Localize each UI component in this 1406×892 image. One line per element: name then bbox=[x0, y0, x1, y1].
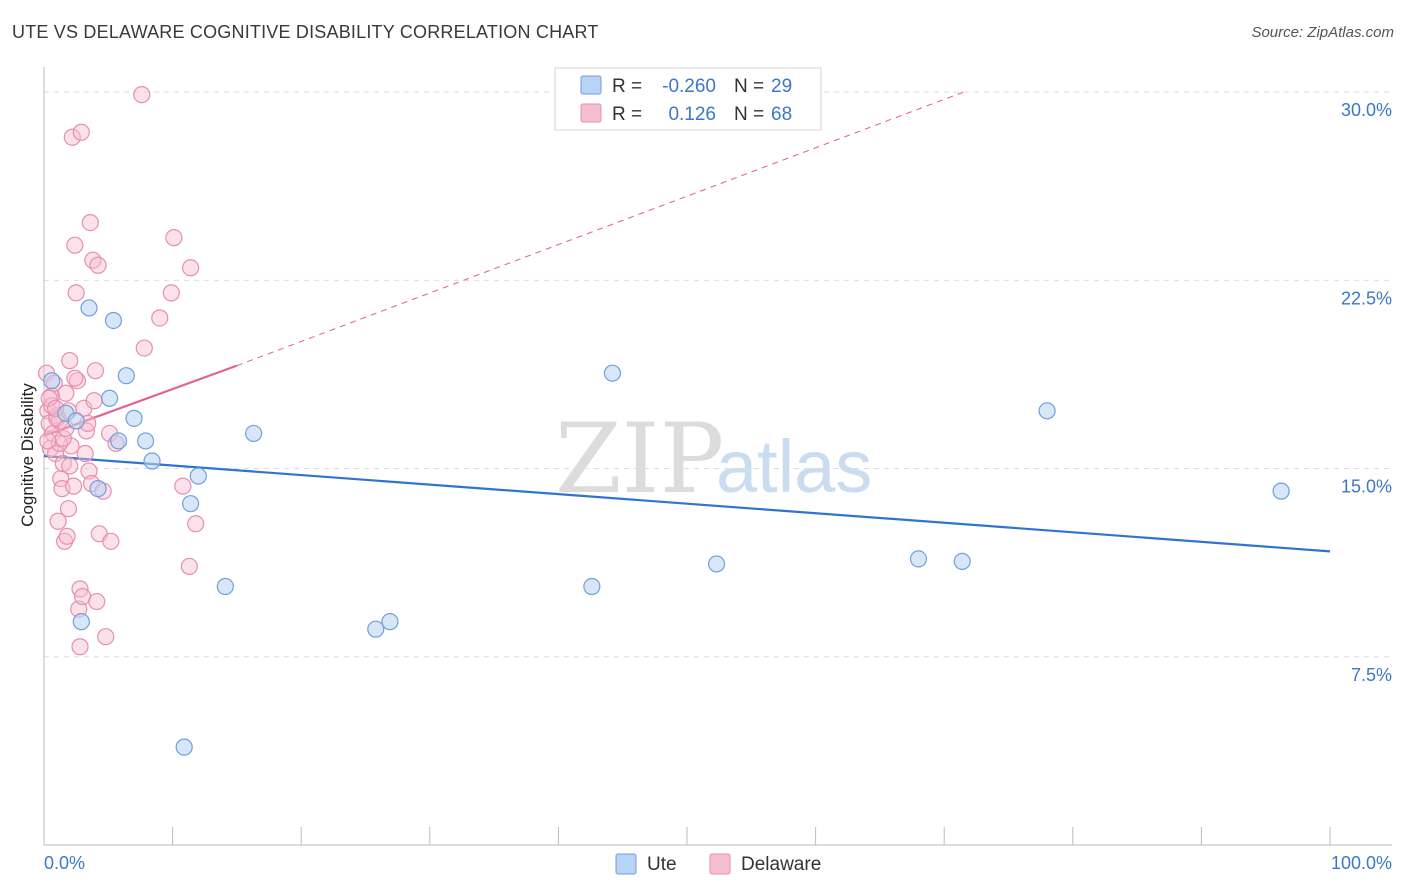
legend-ute-label: Ute bbox=[647, 854, 677, 875]
ute-point bbox=[67, 412, 85, 430]
delaware-n-value: 68 bbox=[771, 104, 792, 125]
ute-point bbox=[182, 495, 200, 513]
ute-r-label: R = bbox=[612, 76, 642, 97]
delaware-r-value: 0.126 bbox=[668, 104, 716, 125]
ute-point bbox=[909, 550, 928, 568]
delaware-trend-extension bbox=[236, 91, 964, 367]
x-tick-labels: 0.0% 100.0% bbox=[44, 853, 1392, 873]
ute-point bbox=[245, 424, 263, 443]
ute-n-label: N = bbox=[734, 76, 764, 97]
ute-point bbox=[143, 452, 161, 470]
ute-point bbox=[175, 738, 193, 756]
delaware-point bbox=[66, 236, 84, 254]
ute-point bbox=[583, 577, 601, 596]
ute-point bbox=[216, 577, 234, 596]
delaware-swatch bbox=[580, 103, 602, 123]
delaware-point bbox=[55, 532, 74, 550]
ute-points bbox=[43, 299, 1290, 756]
delaware-point bbox=[59, 500, 78, 518]
delaware-point bbox=[165, 229, 183, 247]
ute-point bbox=[136, 432, 155, 450]
ute-point bbox=[603, 364, 622, 382]
x-tick-label-max: 100.0% bbox=[1331, 853, 1392, 873]
delaware-points bbox=[37, 86, 205, 656]
legend-delaware-label: Delaware bbox=[741, 854, 821, 875]
source-label: Source: ZipAtlas.com bbox=[1251, 24, 1394, 41]
delaware-point bbox=[135, 339, 153, 357]
delaware-point bbox=[67, 284, 85, 302]
x-tick-label-min: 0.0% bbox=[44, 853, 85, 873]
delaware-point bbox=[64, 477, 83, 495]
delaware-point bbox=[72, 123, 90, 141]
ute-point bbox=[1038, 402, 1056, 420]
y-tick-label: 15.0% bbox=[1341, 477, 1392, 497]
delaware-point bbox=[180, 557, 198, 576]
ute-point bbox=[367, 620, 385, 638]
delaware-point bbox=[151, 309, 169, 327]
delaware-point bbox=[187, 515, 205, 533]
ute-point bbox=[125, 409, 143, 427]
y-tick-label: 30.0% bbox=[1341, 100, 1392, 120]
delaware-point bbox=[61, 352, 79, 370]
ute-point bbox=[381, 613, 399, 631]
y-tick-labels: 7.5% 15.0% 22.5% 30.0% bbox=[1341, 100, 1392, 685]
delaware-point bbox=[81, 214, 99, 232]
watermark-zip: ZIP bbox=[555, 403, 724, 515]
ute-point bbox=[953, 552, 971, 571]
ute-point bbox=[189, 467, 207, 485]
delaware-point bbox=[49, 512, 67, 530]
ute-n-value: 29 bbox=[771, 76, 792, 97]
y-axis-title: Cognitive Disability bbox=[18, 383, 37, 527]
ute-point bbox=[117, 367, 135, 385]
ute-point bbox=[72, 613, 90, 631]
delaware-point bbox=[86, 362, 105, 380]
delaware-point bbox=[85, 392, 103, 410]
stats-legend: R = -0.260 N = 29 R = 0.126 N = 68 bbox=[554, 67, 822, 131]
legend-ute-swatch bbox=[615, 853, 637, 875]
ute-point bbox=[43, 372, 61, 390]
ute-point bbox=[109, 432, 128, 450]
delaware-point bbox=[71, 638, 89, 656]
legend-delaware-swatch bbox=[709, 853, 731, 875]
delaware-point bbox=[89, 256, 107, 274]
ute-point bbox=[104, 311, 123, 330]
ute-point bbox=[89, 480, 107, 498]
ute-point bbox=[707, 555, 726, 573]
delaware-n-label: N = bbox=[734, 104, 764, 125]
ute-r-value: -0.260 bbox=[662, 76, 716, 97]
delaware-point bbox=[84, 251, 102, 269]
delaware-point bbox=[61, 457, 79, 475]
y-tick-label: 7.5% bbox=[1351, 665, 1392, 685]
delaware-point bbox=[182, 259, 200, 277]
chart-title: UTE VS DELAWARE COGNITIVE DISABILITY COR… bbox=[12, 22, 599, 42]
delaware-point bbox=[174, 477, 192, 495]
delaware-point bbox=[76, 444, 94, 463]
delaware-point bbox=[39, 432, 57, 450]
delaware-point bbox=[133, 86, 151, 104]
delaware-r-label: R = bbox=[612, 104, 642, 125]
delaware-point bbox=[80, 462, 98, 480]
delaware-point bbox=[57, 384, 75, 402]
ute-point bbox=[80, 299, 98, 317]
delaware-point bbox=[58, 527, 76, 545]
y-tick-label: 22.5% bbox=[1341, 288, 1392, 308]
ute-point bbox=[1272, 482, 1290, 500]
delaware-point bbox=[68, 372, 87, 390]
delaware-point bbox=[88, 592, 106, 611]
delaware-point bbox=[97, 628, 115, 646]
delaware-point bbox=[102, 532, 120, 550]
ute-point bbox=[100, 389, 119, 407]
series-legend: Ute Delaware bbox=[615, 853, 821, 875]
delaware-point bbox=[63, 128, 81, 146]
delaware-point bbox=[162, 284, 180, 302]
watermark-atlas: atlas bbox=[716, 425, 872, 508]
delaware-point bbox=[40, 389, 58, 407]
ute-swatch bbox=[580, 75, 602, 95]
delaware-point bbox=[66, 369, 84, 387]
ute-trend-line bbox=[43, 454, 1331, 553]
